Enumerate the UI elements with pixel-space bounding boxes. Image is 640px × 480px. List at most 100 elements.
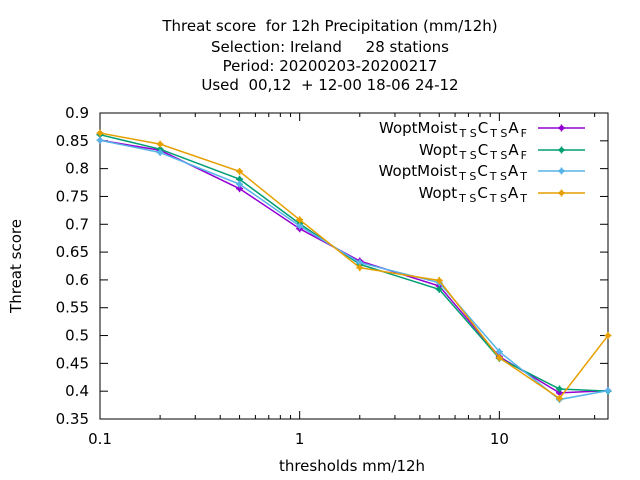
data-point	[296, 222, 304, 230]
data-point	[296, 216, 304, 224]
x-tick-label: 0.1	[88, 430, 112, 448]
series-1	[96, 136, 612, 397]
marker-dot	[97, 130, 103, 136]
legend-label-part: A	[508, 141, 519, 159]
legend-label-subscript: T S	[489, 149, 507, 162]
y-tick-label: 0.65	[56, 243, 89, 261]
marker-dot	[496, 355, 502, 361]
data-point	[435, 285, 443, 293]
legend-label-part: A	[508, 162, 519, 180]
legend-label-base: WoptMoist	[379, 162, 458, 180]
legend-label-subscript: T	[519, 170, 527, 183]
marker-dot	[556, 395, 562, 401]
data-point	[604, 332, 612, 340]
marker-dot	[357, 265, 363, 271]
legend-marker	[558, 167, 565, 175]
legend-label-base: Wopt	[419, 141, 458, 159]
series-4	[96, 129, 612, 402]
marker-dot	[559, 168, 564, 174]
y-tick-label: 0.9	[65, 104, 89, 122]
marker-dot	[297, 217, 303, 223]
marker-dot	[559, 147, 564, 153]
legend-label-part: C	[477, 184, 487, 202]
legend-label-subscript: T	[519, 192, 527, 205]
chart-title-line-2: Selection: Ireland 28 stations	[211, 38, 449, 56]
legend-label-base: WoptMoist	[379, 119, 458, 137]
data-point	[555, 385, 563, 393]
marker-dot	[559, 125, 564, 131]
y-tick-label: 0.8	[65, 160, 89, 178]
data-point	[236, 180, 244, 188]
y-tick-label: 0.4	[65, 382, 89, 400]
chart-title-line-4: Used 00,12 + 12-00 18-06 24-12	[201, 76, 459, 94]
legend-label-subscript: T S	[489, 170, 507, 183]
legend-marker	[558, 124, 565, 132]
legend-label-part: A	[508, 119, 519, 137]
series-3	[96, 136, 612, 404]
y-tick-label: 0.55	[56, 299, 89, 317]
y-tick-label: 0.7	[65, 215, 89, 233]
y-axis-label: Threat score	[7, 219, 25, 314]
y-tick-label: 0.45	[56, 354, 89, 372]
legend-label-part: A	[508, 184, 519, 202]
legend-label: WoptMoist T SC T SA F	[379, 119, 527, 140]
legend-label-part: C	[478, 119, 488, 137]
legend-label-part: C	[478, 141, 488, 159]
y-tick-label: 0.85	[56, 132, 89, 150]
data-point	[96, 129, 104, 137]
y-tick-label: 0.6	[65, 271, 89, 289]
legend-label-subscript: T S	[459, 149, 477, 162]
legend-label: Wopt T SC T SA T	[419, 184, 528, 205]
y-tick-label: 0.5	[65, 327, 89, 345]
plot-frame	[99, 112, 609, 420]
legend-entry-1: WoptMoist T SC T SA F	[379, 119, 585, 140]
marker-dot	[157, 141, 163, 147]
marker-dot	[237, 181, 243, 187]
legend-marker	[558, 189, 565, 197]
chart-title-line-3: Period: 20200203-20200217	[222, 57, 438, 75]
data-point	[555, 394, 563, 402]
data-point	[236, 167, 244, 175]
marker-dot	[297, 223, 303, 229]
legend-label-part: C	[477, 162, 487, 180]
legend-label-subscript: T S	[458, 170, 476, 183]
marker-dot	[605, 333, 611, 339]
legend-entry-3: WoptMoist T SC T SA T	[379, 162, 585, 183]
data-point	[495, 354, 503, 362]
y-axis-ticks: 0.35 0.4 0.45 0.5 0.55 0.6 0.65 0.7 0.75 0.8 0.85 0…	[56, 104, 608, 428]
data-point	[156, 140, 164, 148]
data-point	[435, 276, 443, 284]
chart-title-line-1: Threat score for 12h Precipitation (mm/1…	[162, 17, 498, 35]
marker-dot	[357, 260, 363, 266]
data-point	[96, 136, 104, 144]
marker-dot	[556, 390, 562, 396]
data-point	[495, 348, 503, 356]
marker-dot	[97, 137, 103, 143]
marker-dot	[496, 349, 502, 355]
data-point	[604, 387, 612, 395]
marker-dot	[157, 150, 163, 156]
legend-entry-4: Wopt T SC T SA T	[419, 184, 585, 205]
marker-dot	[237, 168, 243, 174]
legend-label: Wopt T SC T SA F	[419, 141, 527, 162]
marker-dot	[556, 386, 562, 392]
series-line	[99, 139, 609, 401]
legend-label-subscript: T S	[459, 127, 477, 140]
legend-label-subscript: T S	[489, 127, 507, 140]
marker-dot	[559, 190, 564, 196]
marker-dot	[237, 176, 243, 182]
data-point	[356, 264, 364, 272]
legend-label: WoptMoist T SC T SA T	[379, 162, 528, 183]
legend-label-subscript: F	[521, 149, 527, 162]
x-axis-ticks: 0.1 1 10	[88, 113, 596, 448]
series-line	[99, 139, 609, 394]
x-tick-label: 1	[295, 430, 305, 448]
marker-dot	[436, 277, 442, 283]
legend-label-subscript: T S	[458, 192, 476, 205]
data-point	[156, 149, 164, 157]
marker-dot	[605, 388, 611, 394]
marker-dot	[436, 286, 442, 292]
